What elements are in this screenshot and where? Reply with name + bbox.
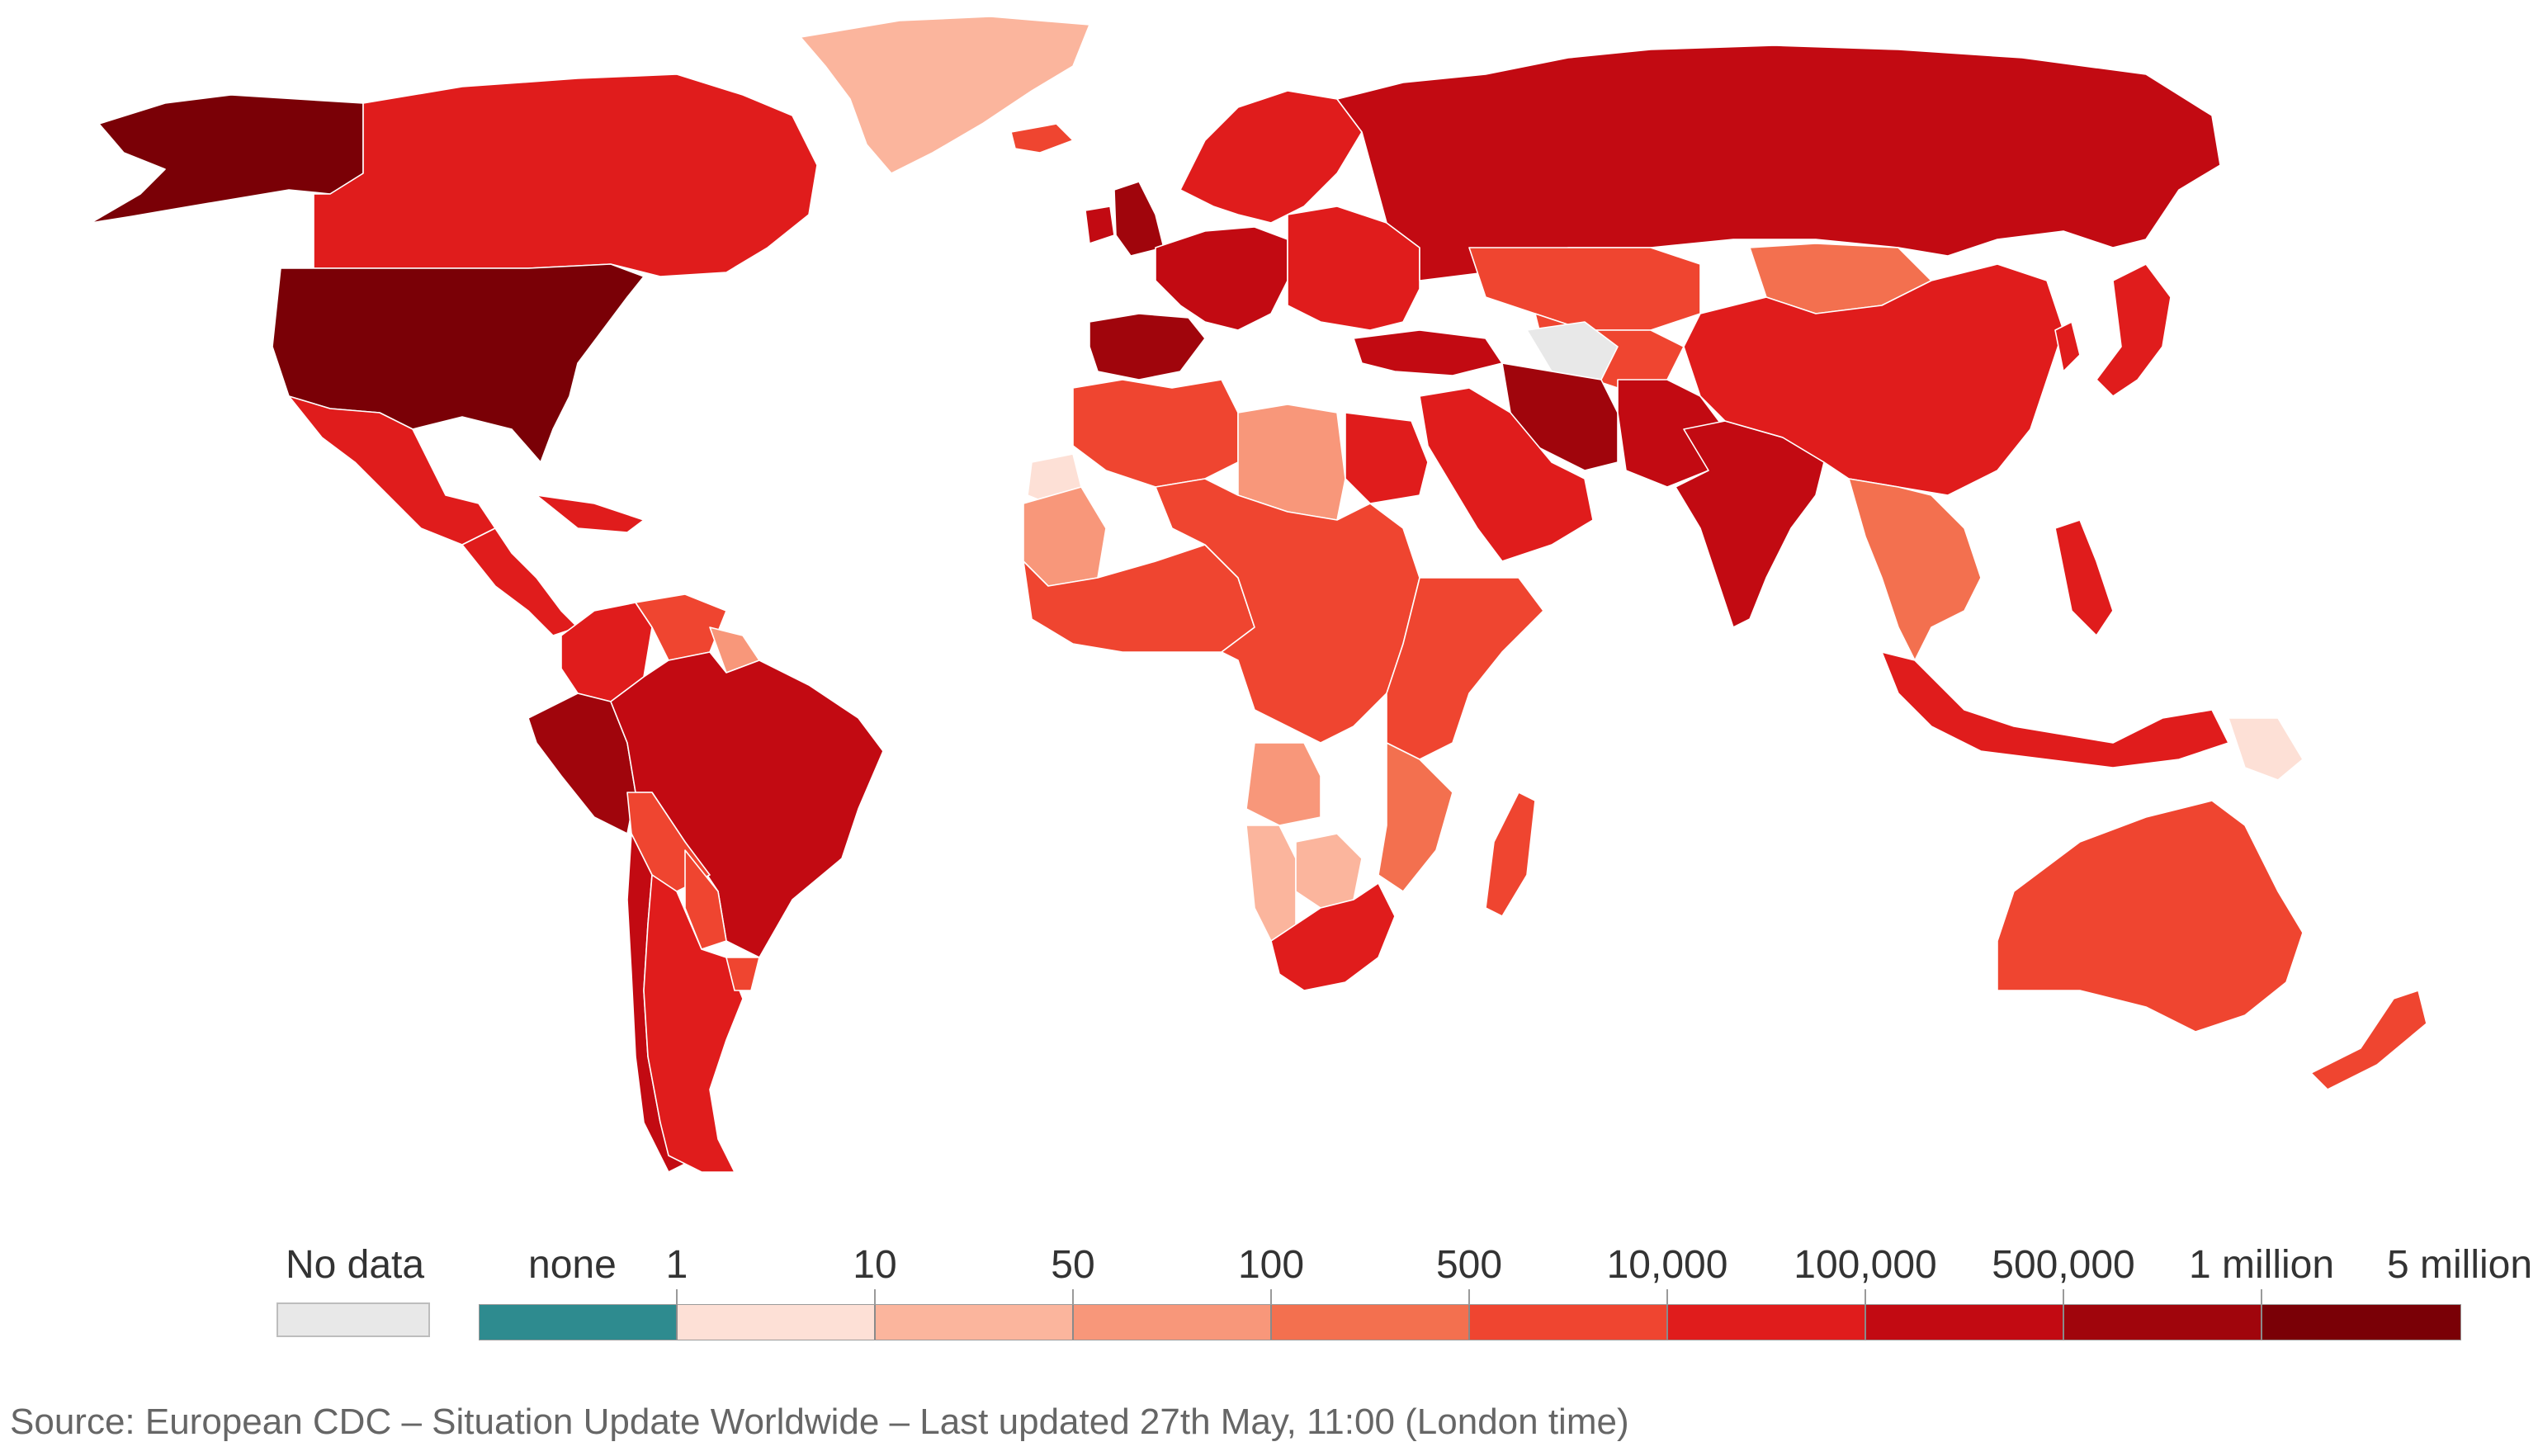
- scale-tick-label: none: [528, 1243, 617, 1287]
- region-western-europe[interactable]: [1155, 226, 1288, 331]
- scale-tick-mark: [1468, 1289, 1470, 1304]
- region-namibia[interactable]: [1245, 825, 1297, 942]
- region-united-kingdom[interactable]: [1113, 181, 1165, 257]
- region-ireland[interactable]: [1085, 206, 1115, 244]
- region-china[interactable]: [1683, 263, 2064, 496]
- region-mexico[interactable]: [288, 395, 496, 546]
- scale-segment: [1272, 1305, 1470, 1340]
- no-data-label: No data: [285, 1243, 425, 1287]
- scale-tick-label: 1 million: [2188, 1243, 2335, 1287]
- region-japan[interactable]: [2096, 263, 2172, 397]
- region-caribbean[interactable]: [536, 494, 645, 533]
- color-scale-bar: [479, 1304, 2461, 1340]
- region-turkey[interactable]: [1353, 329, 1503, 376]
- region-papua-new-guinea[interactable]: [2228, 717, 2304, 781]
- region-north-africa[interactable]: [1072, 379, 1239, 488]
- region-mozambique[interactable]: [1378, 742, 1453, 892]
- scale-segment: [1470, 1305, 1668, 1340]
- region-greenland[interactable]: [800, 16, 1090, 174]
- region-south-africa[interactable]: [1270, 882, 1396, 991]
- scale-segment: [876, 1305, 1074, 1340]
- source-caption: Source: European CDC – Situation Update …: [10, 1402, 1629, 1442]
- region-madagascar[interactable]: [1485, 792, 1536, 917]
- region-paraguay[interactable]: [684, 849, 727, 950]
- scale-tick-mark: [676, 1289, 678, 1304]
- region-korea[interactable]: [2054, 321, 2081, 372]
- region-mauritania[interactable]: [1023, 486, 1107, 587]
- region-kazakhstan[interactable]: [1468, 247, 1701, 331]
- scale-tick-label: 1: [665, 1243, 688, 1287]
- scale-tick-label: 10: [853, 1243, 897, 1287]
- scale-tick-mark: [1072, 1289, 1074, 1304]
- scale-segment: [2064, 1305, 2262, 1340]
- region-central-america[interactable]: [461, 527, 579, 636]
- region-alaska[interactable]: [90, 94, 364, 224]
- scale-tick-label: 500,000: [1992, 1243, 2135, 1287]
- region-argentina[interactable]: [643, 874, 744, 1173]
- region-east-africa[interactable]: [1386, 577, 1544, 760]
- scale-tick-label: 500: [1435, 1243, 1503, 1287]
- region-iceland[interactable]: [1010, 123, 1074, 154]
- scale-segment: [480, 1305, 678, 1340]
- region-southeast-asia[interactable]: [1848, 478, 1982, 661]
- region-new-zealand[interactable]: [2310, 990, 2427, 1090]
- scale-tick-mark: [2261, 1289, 2262, 1304]
- scale-tick-label: 50: [1051, 1243, 1095, 1287]
- scale-tick-label: 100: [1237, 1243, 1305, 1287]
- scale-tick-mark: [874, 1289, 876, 1304]
- scale-segment: [1668, 1305, 1866, 1340]
- scale-tick-mark: [2063, 1289, 2064, 1304]
- region-egypt[interactable]: [1345, 412, 1429, 504]
- region-scandinavia[interactable]: [1179, 90, 1363, 224]
- scale-tick-label: 10,000: [1606, 1243, 1728, 1287]
- region-eastern-europe[interactable]: [1287, 206, 1420, 331]
- scale-tick-mark: [1865, 1289, 1866, 1304]
- scale-tick-mark: [1270, 1289, 1272, 1304]
- region-australia[interactable]: [1997, 800, 2304, 1033]
- region-spain-portugal[interactable]: [1089, 313, 1206, 381]
- scale-segment: [1866, 1305, 2064, 1340]
- region-canada[interactable]: [313, 73, 818, 277]
- region-angola[interactable]: [1245, 742, 1321, 826]
- region-philippines[interactable]: [2054, 519, 2114, 636]
- region-india[interactable]: [1675, 420, 1825, 628]
- region-botswana[interactable]: [1295, 833, 1363, 909]
- region-indonesia[interactable]: [1881, 651, 2229, 768]
- scale-tick-label: 100,000: [1794, 1243, 1937, 1287]
- scale-segment: [2262, 1305, 2460, 1340]
- scale-tick-label: 5 million: [2386, 1243, 2533, 1287]
- world-map: [90, 16, 2427, 1173]
- scale-segment: [678, 1305, 876, 1340]
- scale-segment: [1074, 1305, 1272, 1340]
- region-arabian-peninsula[interactable]: [1419, 387, 1594, 562]
- region-central-africa[interactable]: [1155, 478, 1420, 744]
- scale-tick-mark: [1666, 1289, 1668, 1304]
- region-no-data-turkmenistan[interactable]: [1526, 321, 1619, 381]
- region-russia[interactable]: [1336, 45, 2221, 281]
- no-data-swatch: [276, 1302, 430, 1337]
- region-uruguay[interactable]: [725, 957, 760, 991]
